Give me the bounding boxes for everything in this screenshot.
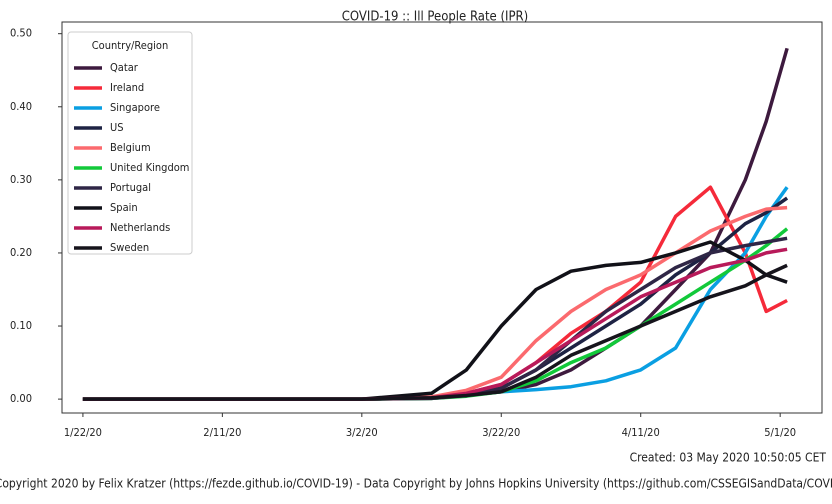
legend-label: Singapore <box>110 101 160 114</box>
legend-label: Belgium <box>110 141 151 154</box>
legend-label: US <box>110 121 124 134</box>
series-line <box>82 263 788 401</box>
y-tick-label: 0.40 <box>10 100 32 113</box>
y-tick-label: 0.00 <box>10 392 32 405</box>
chart-title: COVID-19 :: Ill People Rate (IPR) <box>342 10 528 25</box>
legend-label: Netherlands <box>110 221 170 234</box>
x-tick-label: 5/1/20 <box>764 426 796 439</box>
x-tick-label: 1/22/20 <box>64 426 102 439</box>
x-tick-label: 3/2/20 <box>346 426 378 439</box>
x-tick-label: 2/11/20 <box>203 426 241 439</box>
x-tick-label: 4/11/20 <box>622 426 660 439</box>
y-tick-label: 0.50 <box>10 27 32 40</box>
legend-label: United Kingdom <box>110 161 189 174</box>
y-tick-label: 0.10 <box>10 319 32 332</box>
created-note: Created: 03 May 2020 10:50:05 CET <box>630 451 827 465</box>
legend-title: Country/Region <box>92 39 168 52</box>
footer: Copyright 2020 by Felix Kratzer (https:/… <box>0 477 832 491</box>
legend-label: Ireland <box>110 81 144 94</box>
series-line <box>82 236 788 401</box>
legend-label: Sweden <box>110 241 149 254</box>
plot-frame <box>61 21 823 414</box>
y-tick-label: 0.30 <box>10 173 32 186</box>
legend-label: Qatar <box>110 61 139 74</box>
x-tick-label: 3/22/20 <box>482 426 520 439</box>
legend-label: Spain <box>110 201 138 214</box>
legend-label: Portugal <box>110 181 151 194</box>
y-tick-label: 0.20 <box>10 246 32 259</box>
